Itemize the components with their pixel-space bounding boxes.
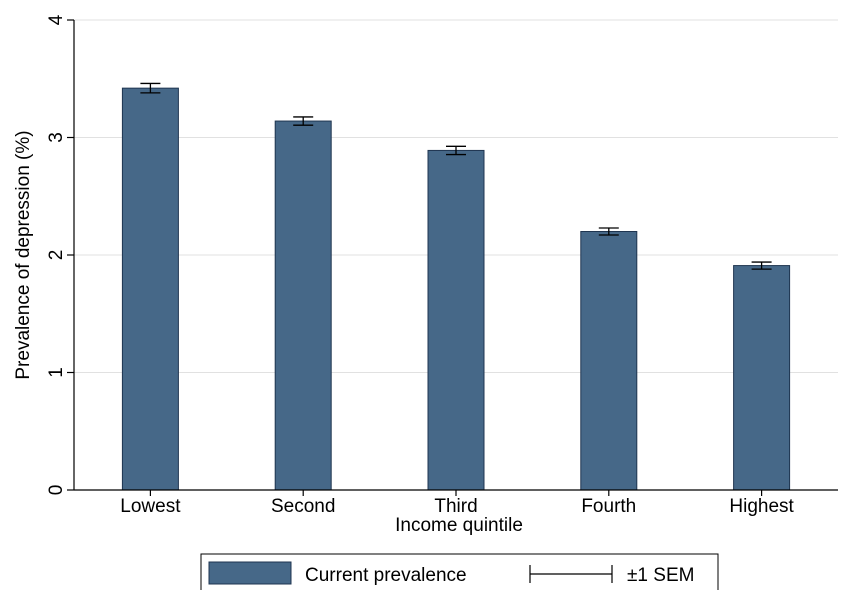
bar [733,265,791,491]
y-tick-label: 2 [46,250,67,261]
x-ticks: Lowest Second Third Fourth Highest [120,490,795,517]
x-axis-title: Income quintile [395,515,523,536]
x-tick-label: Highest [729,496,794,517]
y-tick-label: 0 [46,485,67,496]
error-bar [598,227,619,236]
y-tick-label: 1 [46,367,67,378]
error-bar [751,261,772,270]
legend: Current prevalence ±1 SEM [200,553,719,590]
bar [580,231,638,491]
x-tick-label: Lowest [120,496,181,517]
y-ticks: 0 1 2 3 4 [46,14,74,495]
error-bar [446,145,466,156]
legend-label-sem: ±1 SEM [627,565,694,586]
error-bar [140,82,161,94]
legend-swatch-current-prevalence [208,561,292,585]
legend-label-current-prevalence: Current prevalence [305,565,467,586]
bars [121,87,791,491]
y-tick-label: 3 [46,132,67,143]
error-bars [140,82,772,270]
x-tick-label: Third [434,496,477,517]
bar [427,149,485,491]
y-axis-title: Prevalence of depression (%) [13,130,34,379]
bar [274,120,332,491]
x-tick-label: Second [271,496,335,517]
y-tick-label: 4 [46,14,67,25]
legend-swatch-sem [529,565,613,583]
error-bar [293,116,314,126]
x-tick-label: Fourth [581,496,636,517]
bar [121,87,179,491]
